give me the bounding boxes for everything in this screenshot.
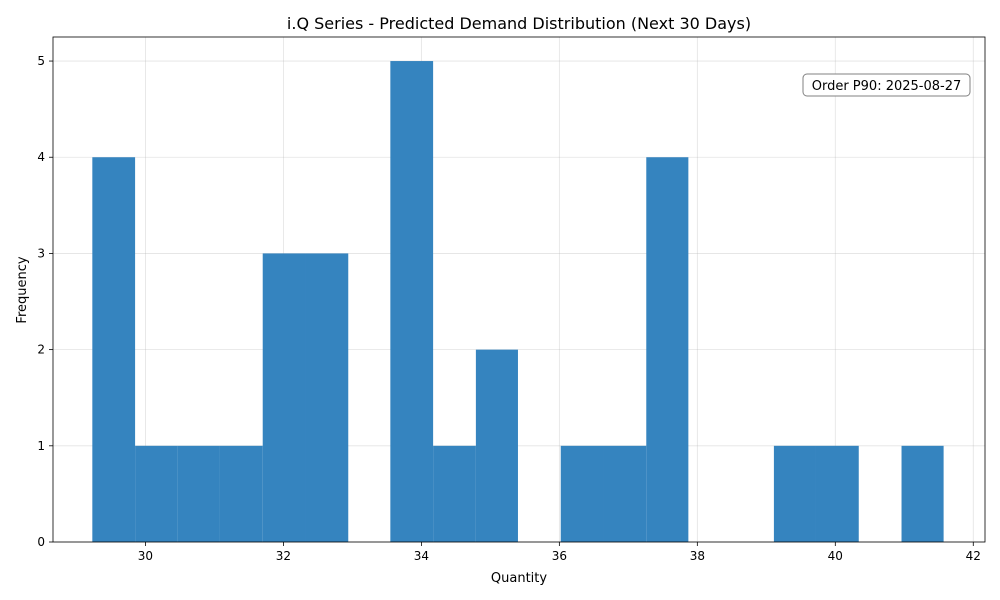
annotation-text: Order P90: 2025-08-27 [812,79,962,94]
y-axis-ticks: 0 1 2 3 4 5 [37,54,53,549]
x-tick-label: 36 [552,549,567,563]
plot-frame [52,36,986,543]
histogram-bars [92,61,944,543]
y-tick-label: 2 [37,343,45,357]
histogram-bar [305,253,349,542]
histogram-bar [560,445,604,542]
y-axis-label: Frequency [15,256,30,323]
chart-title: i.Q Series - Predicted Demand Distributi… [287,14,751,33]
y-tick-label: 5 [37,54,45,68]
histogram-bar [773,445,816,542]
histogram-bar [390,61,434,543]
histogram-bar [92,157,136,542]
histogram-bar [646,157,689,542]
x-axis-label: Quantity [491,571,547,586]
y-tick-label: 0 [37,535,45,549]
histogram-bar [901,445,944,542]
x-tick-label: 34 [414,549,429,563]
x-tick-label: 38 [690,549,705,563]
grid-lines [53,37,985,543]
p90-annotation: Order P90: 2025-08-27 [802,73,971,97]
histogram-bar [135,445,178,542]
histogram-bar [475,349,518,542]
x-tick-label: 32 [276,549,291,563]
y-tick-label: 4 [37,150,45,164]
histogram-bar [433,445,476,542]
x-axis-ticks: 30 32 34 36 38 40 42 [138,542,981,563]
x-tick-label: 42 [966,549,981,563]
y-tick-label: 3 [37,246,45,260]
x-tick-label: 40 [828,549,843,563]
x-tick-label: 30 [138,549,153,563]
histogram-bar [262,253,306,542]
histogram-bar [603,445,647,542]
histogram-bar [815,445,859,542]
histogram-bar [219,445,263,542]
histogram-bar [177,445,220,542]
y-tick-label: 1 [37,439,45,453]
annotation-box [802,73,971,97]
